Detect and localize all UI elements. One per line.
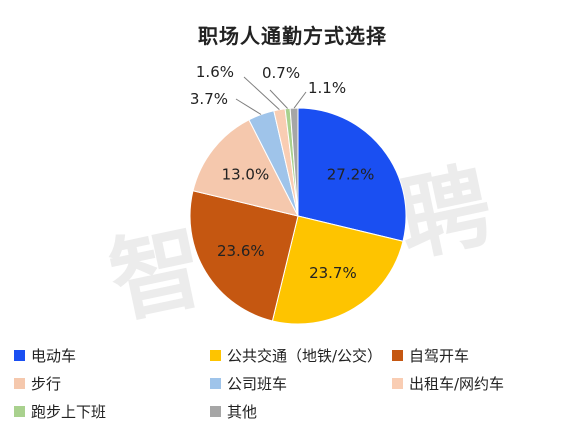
legend-item-6: 跑步上下班 <box>14 400 106 422</box>
pie-slice-7 <box>289 107 299 217</box>
slice-label-6: 0.7% <box>262 64 300 82</box>
slice-label-4: 3.7% <box>190 90 228 108</box>
slice-label-3: 13.0% <box>222 166 270 184</box>
legend-swatch-0 <box>14 349 25 361</box>
legend-item-2: 自驾开车 <box>392 344 469 366</box>
legend-label-4: 公司班车 <box>227 374 288 393</box>
chart-title: 职场人通勤方式选择 <box>198 24 387 48</box>
pie-slice-1 <box>271 215 404 325</box>
legend-item-1: 公共交通（地铁/公交） <box>210 344 382 366</box>
legend-item-4: 公司班车 <box>210 372 287 394</box>
slice-label-2: 23.6% <box>217 242 265 260</box>
legend-label-7: 其他 <box>227 402 258 421</box>
leader-line-6 <box>269 89 288 109</box>
legend-swatch-3 <box>14 377 25 389</box>
pie-slice-3 <box>192 119 299 217</box>
legend-swatch-4 <box>210 377 221 389</box>
slice-label-7: 1.1% <box>308 79 346 97</box>
pie-slice-2 <box>189 190 299 322</box>
legend-label-3: 步行 <box>31 374 62 393</box>
chart-legend: 电动车 公共交通（地铁/公交） 自驾开车步行 公司班车 出租车/网约车跑步上下班 其他 <box>14 344 585 428</box>
slice-label-1: 23.7% <box>309 264 357 282</box>
legend-label-2: 自驾开车 <box>409 346 470 365</box>
legend-swatch-5 <box>392 377 403 389</box>
legend-item-7: 其他 <box>210 400 257 422</box>
legend-swatch-7 <box>210 405 221 417</box>
legend-swatch-6 <box>14 405 25 417</box>
legend-label-0: 电动车 <box>31 346 77 365</box>
legend-swatch-2 <box>392 349 403 361</box>
legend-item-3: 步行 <box>14 372 61 394</box>
legend-label-5: 出租车/网约车 <box>409 374 505 393</box>
legend-item-5: 出租车/网约车 <box>392 372 504 394</box>
leader-line-4 <box>235 98 262 115</box>
legend-label-1: 公共交通（地铁/公交） <box>227 346 383 365</box>
legend-item-0: 电动车 <box>14 344 76 366</box>
slice-label-0: 27.2% <box>327 166 375 184</box>
slice-label-5: 1.6% <box>196 63 234 81</box>
legend-label-6: 跑步上下班 <box>31 402 107 421</box>
legend-swatch-1 <box>210 349 221 361</box>
leader-line-5 <box>243 76 280 110</box>
leader-line-7 <box>293 91 307 109</box>
pie-slice-0 <box>297 107 407 242</box>
